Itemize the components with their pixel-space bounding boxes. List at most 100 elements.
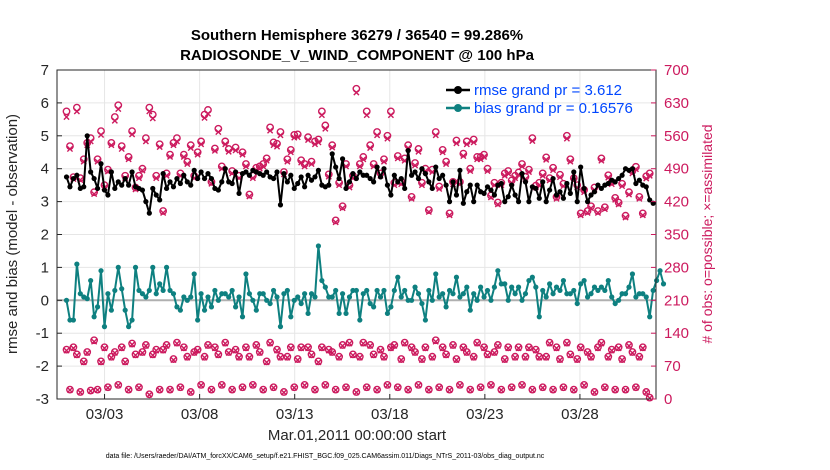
obs-assimilated-point-upper: [142, 138, 149, 145]
obs-possible-point-lower: [328, 348, 337, 356]
bias-point: [602, 287, 608, 294]
obs-possible-point-lower: [442, 350, 450, 359]
obs-possible-point-lower: [580, 380, 589, 389]
bias-point: [388, 304, 394, 310]
obs-possible-point-lower: [90, 336, 99, 345]
bias-point: [533, 284, 539, 290]
obs-possible-point-lower: [197, 380, 205, 389]
rmse-point: [605, 180, 611, 187]
y2-tick-label: 560: [664, 128, 689, 145]
obs-assimilated-point-upper: [160, 209, 167, 216]
bias-point: [491, 284, 498, 290]
obs-assimilated-point-lower: [456, 382, 463, 389]
obs-possible-point-lower: [345, 338, 354, 347]
rmse-point: [467, 182, 473, 188]
obs-assimilated-point-lower: [97, 359, 105, 366]
obs-assimilated-point-lower: [353, 389, 360, 396]
obs-possible-point-lower: [200, 352, 209, 361]
obs-assimilated-point-lower: [505, 345, 512, 352]
obs-assimilated-point-upper: [556, 174, 564, 181]
rmse-point: [188, 182, 194, 188]
obs-assimilated-point-upper: [380, 158, 388, 165]
obs-assimilated-point-lower: [367, 342, 374, 349]
obs-possible-point-lower: [169, 355, 178, 363]
rmse-point: [581, 185, 587, 192]
bias-point: [146, 287, 152, 294]
bias-series: [63, 243, 667, 330]
obs-possible-point-lower: [559, 383, 568, 392]
rmse-point: [150, 185, 156, 192]
obs-assimilated-point-lower: [625, 342, 633, 349]
obs-assimilated-point-lower: [73, 352, 80, 359]
rmse-point: [88, 169, 94, 175]
bias-point: [215, 297, 221, 303]
bias-point: [467, 307, 473, 313]
bias-point: [84, 296, 90, 302]
rmse-point: [305, 172, 311, 178]
y-tick-label: 0: [41, 292, 49, 309]
rmse-point: [519, 171, 525, 177]
obs-assimilated-point-lower: [160, 347, 167, 354]
obs-possible-point-lower: [269, 383, 278, 392]
y-tick-label: -3: [36, 391, 49, 408]
obs-possible-point-lower: [449, 341, 457, 349]
rmse-point: [422, 171, 428, 177]
bias-point: [395, 274, 401, 280]
obs-possible-point-lower: [562, 338, 571, 347]
obs-assimilated-point-upper: [480, 153, 488, 161]
bias-point: [333, 287, 339, 294]
bias-point: [177, 307, 183, 313]
rmse-point: [232, 169, 239, 175]
obs-possible-point-lower: [179, 343, 188, 352]
obs-possible-point-lower: [128, 339, 136, 348]
obs-possible-point-lower: [124, 385, 133, 394]
rmse-point: [243, 169, 249, 175]
obs-possible-point-lower: [556, 355, 564, 363]
bias-point: [653, 277, 660, 284]
obs-assimilated-point-upper: [287, 149, 294, 156]
obs-possible-point-lower: [452, 355, 461, 363]
obs-assimilated-point-lower: [608, 347, 615, 354]
obs-assimilated-point-lower: [156, 386, 163, 394]
obs-possible-point-lower: [204, 341, 212, 349]
rmse-point: [357, 169, 363, 175]
rmse-point: [522, 179, 529, 185]
obs-assimilated-point-lower: [615, 345, 622, 352]
rmse-point: [612, 179, 618, 185]
obs-possible-point-lower: [618, 355, 626, 363]
obs-assimilated-point-lower: [325, 347, 332, 354]
bias-point: [457, 294, 463, 300]
obs-assimilated-point-lower: [208, 386, 215, 394]
obs-possible-point-lower: [76, 388, 85, 396]
rmse-point: [264, 169, 270, 175]
bias-point: [408, 297, 415, 303]
y2-tick-label: 630: [664, 95, 689, 112]
bias-point: [208, 304, 215, 310]
obs-possible-point-lower: [428, 352, 437, 361]
obs-assimilated-point-lower: [263, 359, 270, 366]
bias-point: [622, 291, 629, 297]
obs-possible-point-lower: [110, 348, 119, 356]
obs-assimilated-point-lower: [384, 382, 391, 389]
rmse-point: [505, 194, 511, 200]
rmse-point: [595, 182, 601, 188]
bias-point: [253, 307, 259, 313]
bias-point: [581, 277, 587, 284]
obs-assimilated-point-lower: [104, 384, 112, 391]
bias-point: [360, 291, 366, 297]
obs-assimilated-point-lower: [80, 359, 87, 366]
obs-assimilated-point-upper: [239, 151, 246, 158]
y-axis-label: rmse and bias (model - observation): [4, 114, 21, 354]
obs-assimilated-point-upper: [308, 160, 315, 168]
obs-possible-point-lower: [383, 380, 392, 389]
rmse-point: [184, 179, 190, 185]
obs-assimilated-point-lower: [591, 389, 598, 396]
rmse-point: [81, 184, 87, 190]
chart-subtitle: RADIOSONDE_V_WIND_COMPONENT @ 100 hPa: [180, 47, 535, 64]
obs-assimilated-point-upper: [73, 108, 80, 115]
bias-point: [239, 314, 246, 320]
obs-assimilated-point-upper: [194, 151, 201, 158]
rmse-point: [246, 172, 253, 178]
obs-assimilated-point-upper: [336, 182, 343, 189]
rmse-point: [288, 172, 294, 178]
